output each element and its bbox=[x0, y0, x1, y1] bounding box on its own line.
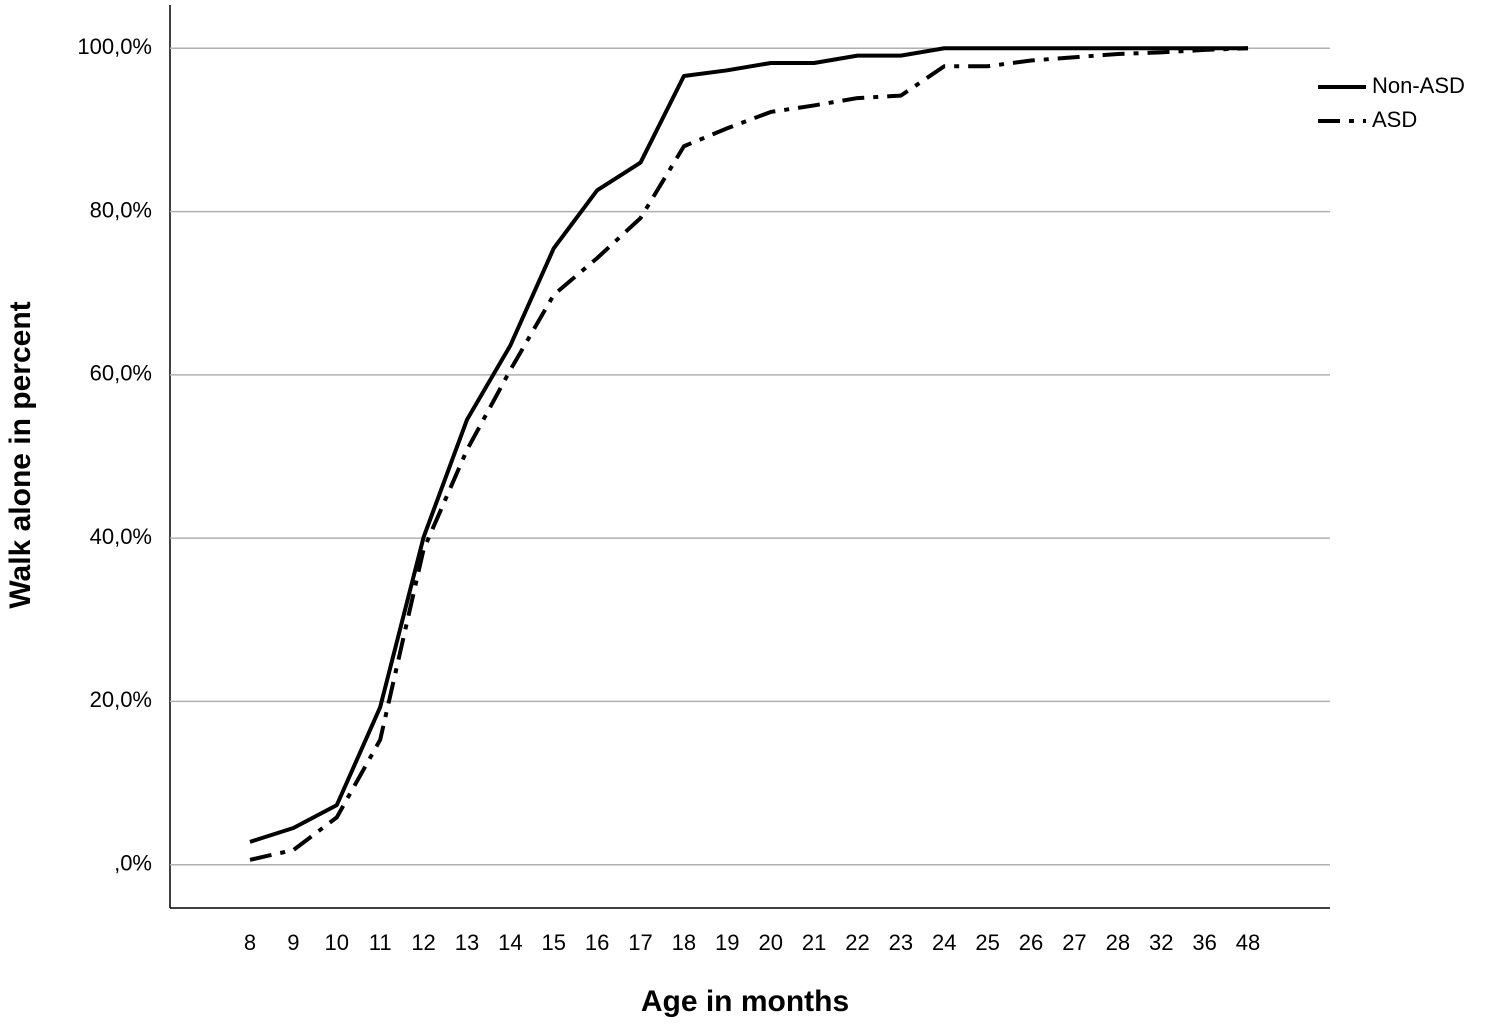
line-series bbox=[249, 46, 1249, 862]
x-tick-label: 24 bbox=[932, 930, 956, 955]
legend-label: Non-ASD bbox=[1372, 73, 1465, 98]
x-tick-label: 18 bbox=[672, 930, 696, 955]
x-tick-label: 16 bbox=[585, 930, 609, 955]
x-tick-label: 9 bbox=[287, 930, 299, 955]
x-axis-title: Age in months bbox=[641, 985, 849, 1018]
line-series bbox=[249, 46, 1248, 844]
x-tick-label: 21 bbox=[802, 930, 826, 955]
x-tick-label: 32 bbox=[1149, 930, 1173, 955]
y-tick-label: 20,0% bbox=[90, 687, 152, 712]
x-tick-label: 22 bbox=[845, 930, 869, 955]
x-tick-label: 36 bbox=[1192, 930, 1216, 955]
x-tick-label: 12 bbox=[411, 930, 435, 955]
x-tick-label: 27 bbox=[1062, 930, 1086, 955]
x-tick-label: 11 bbox=[369, 930, 392, 955]
y-tick-label: 100,0% bbox=[77, 34, 152, 59]
x-tick-label: 48 bbox=[1236, 930, 1260, 955]
y-tick-label: 80,0% bbox=[90, 197, 152, 222]
x-tick-label: 28 bbox=[1106, 930, 1130, 955]
y-tick-label: ,0% bbox=[114, 851, 152, 876]
x-tick-label: 26 bbox=[1019, 930, 1043, 955]
x-tick-label: 8 bbox=[244, 930, 256, 955]
x-tick-label: 15 bbox=[541, 930, 565, 955]
x-tick-label: 19 bbox=[715, 930, 739, 955]
x-tick-label: 10 bbox=[325, 930, 349, 955]
y-tick-label: 40,0% bbox=[90, 524, 152, 549]
x-tick-label: 20 bbox=[758, 930, 782, 955]
x-tick-label: 13 bbox=[455, 930, 479, 955]
x-tick-label: 14 bbox=[498, 930, 522, 955]
y-tick-label: 60,0% bbox=[90, 361, 152, 386]
x-tick-label: 17 bbox=[628, 930, 652, 955]
x-tick-label: 23 bbox=[889, 930, 913, 955]
x-tick-label: 25 bbox=[975, 930, 999, 955]
legend-label: ASD bbox=[1372, 107, 1417, 132]
y-axis-title: Walk alone in percent bbox=[4, 301, 37, 608]
